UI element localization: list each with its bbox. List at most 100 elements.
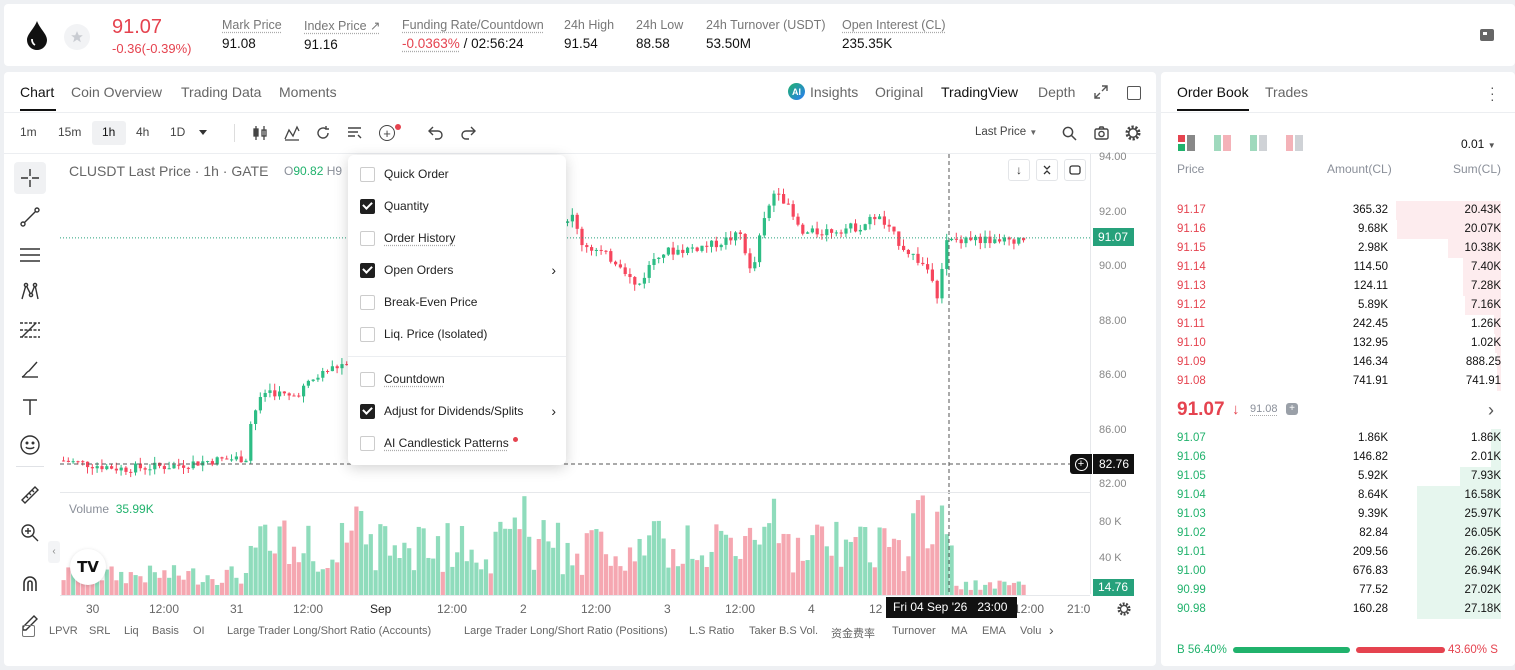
bid-row[interactable]: 91.07 1.86K 1.86K (1177, 429, 1501, 448)
indicator-volume[interactable]: Volu (1020, 625, 1042, 637)
indicators-icon[interactable] (284, 125, 300, 146)
ask-row[interactable]: 91.12 5.89K 7.16K (1177, 296, 1501, 315)
bid-row[interactable]: 91.05 5.92K 7.93K (1177, 467, 1501, 486)
indicator-basis[interactable]: Basis (152, 625, 179, 637)
settings-gear-icon[interactable] (1125, 125, 1141, 146)
indicator-lpvr[interactable]: LPVR (49, 625, 78, 637)
crosshair-add-icon[interactable]: + (1070, 454, 1092, 474)
bid-row[interactable]: 91.04 8.64K 16.58K (1177, 486, 1501, 505)
fib-tool[interactable] (14, 314, 46, 346)
checkbox-liq-price[interactable] (360, 326, 375, 342)
checkbox-countdown[interactable] (360, 371, 375, 387)
tf-1h[interactable]: 1h (102, 125, 116, 139)
magnet-tool[interactable] (14, 568, 46, 600)
favorite-star-icon[interactable] (64, 24, 90, 50)
indicator-ls-accounts[interactable]: Large Trader Long/Short Ratio (Accounts) (227, 625, 432, 637)
indicator-taker-vol[interactable]: Taker B.S Vol. (749, 625, 819, 637)
ask-row[interactable]: 91.08 741.91 741.91 (1177, 372, 1501, 391)
indicator-liq[interactable]: Liq (124, 625, 139, 637)
tab-chart[interactable]: Chart (20, 84, 55, 100)
checkbox-ai-patterns[interactable] (360, 435, 375, 451)
crosshair-tool[interactable] (14, 162, 46, 194)
tf-15m[interactable]: 15m (58, 125, 82, 139)
tf-1m[interactable]: 1m (20, 125, 37, 139)
tab-trades[interactable]: Trades (1265, 84, 1309, 100)
pattern-tool[interactable] (14, 276, 46, 308)
tab-trading-data[interactable]: Trading Data (181, 84, 262, 100)
redo-icon[interactable] (460, 126, 476, 145)
collapse-tools-icon[interactable]: ‹ (48, 541, 60, 563)
menu-item-break-even[interactable]: Break-Even Price (360, 292, 556, 312)
checkbox-order-history[interactable] (360, 230, 375, 246)
indicator-ma[interactable]: MA (951, 625, 968, 637)
maximize-pane-icon[interactable] (1064, 159, 1086, 181)
axis-settings-icon[interactable] (1117, 602, 1131, 621)
tf-dropdown-icon[interactable] (199, 130, 207, 135)
tab-coin-overview[interactable]: Coin Overview (71, 84, 163, 100)
tab-insights[interactable]: Insights (810, 84, 859, 100)
book-icon[interactable] (1478, 27, 1496, 48)
ruler-tool[interactable] (14, 479, 46, 511)
bid-row[interactable]: 91.03 9.39K 25.97K (1177, 505, 1501, 524)
camera-icon[interactable] (1094, 126, 1109, 145)
ask-row[interactable]: 91.16 9.68K 20.07K (1177, 220, 1501, 239)
text-tool[interactable] (14, 391, 46, 423)
bid-row[interactable]: 91.00 676.83 26.94K (1177, 562, 1501, 581)
menu-item-quick-order[interactable]: Quick Order (360, 164, 556, 184)
menu-item-countdown[interactable]: Countdown (360, 369, 556, 389)
expand-icon[interactable] (1094, 85, 1108, 104)
bid-row[interactable]: 91.01 209.56 26.26K (1177, 543, 1501, 562)
menu-item-open-orders[interactable]: Open Orders › (360, 260, 556, 280)
replay-icon[interactable] (315, 125, 331, 146)
tf-4h[interactable]: 4h (136, 125, 150, 139)
indicator-ls-positions[interactable]: Large Trader Long/Short Ratio (Positions… (464, 625, 668, 637)
checkbox-quick-order[interactable] (360, 166, 375, 182)
checkbox-open-orders[interactable] (360, 262, 375, 278)
tab-depth[interactable]: Depth (1038, 84, 1076, 100)
checkbox-adjust-dividends[interactable] (360, 403, 375, 419)
menu-item-order-history[interactable]: Order History (360, 228, 556, 248)
book-view-asks-icon[interactable] (1286, 135, 1303, 156)
scroll-down-icon[interactable]: ↓ (1008, 159, 1030, 181)
tf-1d[interactable]: 1D (170, 125, 186, 139)
bid-row[interactable]: 90.99 77.52 27.02K (1177, 581, 1501, 600)
indicator-scroll-right-icon[interactable]: › (1049, 622, 1054, 638)
chevron-right-icon[interactable]: › (1488, 400, 1494, 420)
tab-order-book[interactable]: Order Book (1177, 84, 1249, 100)
book-view-bids-icon[interactable] (1250, 135, 1267, 156)
ask-row[interactable]: 91.14 114.50 7.40K (1177, 258, 1501, 277)
book-view-both-icon[interactable] (1178, 135, 1195, 156)
price-type-select[interactable]: Last Price ▼ (975, 126, 1037, 138)
menu-item-quantity[interactable]: Quantity (360, 196, 556, 216)
indicator-ema[interactable]: EMA (982, 625, 1006, 637)
zoom-in-tool[interactable] (14, 517, 46, 549)
bid-row[interactable]: 90.98 160.28 27.18K (1177, 600, 1501, 619)
ask-row[interactable]: 91.17 365.32 20.43K (1177, 201, 1501, 220)
search-icon[interactable] (1062, 126, 1077, 146)
add-plugin-icon[interactable]: + (379, 125, 395, 141)
candlestick-chart[interactable] (60, 154, 1090, 596)
ask-row[interactable]: 91.09 146.34 888.25 (1177, 353, 1501, 372)
indicator-ls-ratio[interactable]: L.S Ratio (689, 625, 735, 637)
pencil-lock-tool[interactable] (14, 606, 46, 638)
trend-line-tool[interactable] (14, 201, 46, 233)
indicator-turnover[interactable]: Turnover (892, 625, 936, 637)
tab-moments[interactable]: Moments (279, 84, 337, 100)
horizontal-lines-tool[interactable] (14, 239, 46, 271)
collapse-pane-icon[interactable] (1036, 159, 1058, 181)
tab-original[interactable]: Original (875, 84, 924, 100)
emoji-tool[interactable] (14, 429, 46, 461)
more-options-icon[interactable]: · · · (1490, 79, 1495, 107)
bid-row[interactable]: 91.02 82.84 26.05K (1177, 524, 1501, 543)
brush-tool[interactable] (14, 353, 46, 385)
tab-tradingview[interactable]: TradingView (941, 84, 1019, 100)
menu-item-ai-patterns[interactable]: AI Candlestick Patterns (360, 433, 556, 453)
precision-select[interactable]: 0.01 ▼ (1461, 137, 1496, 151)
ask-row[interactable]: 91.15 2.98K 10.38K (1177, 239, 1501, 258)
book-view-split-icon[interactable] (1214, 135, 1231, 156)
candle-type-icon[interactable] (252, 125, 268, 146)
checkbox-break-even[interactable] (360, 294, 375, 310)
menu-item-adjust-dividends[interactable]: Adjust for Dividends/Splits › (360, 401, 556, 421)
indicator-funding-rate[interactable]: 资金费率 (831, 628, 875, 640)
templates-icon[interactable] (347, 126, 363, 145)
